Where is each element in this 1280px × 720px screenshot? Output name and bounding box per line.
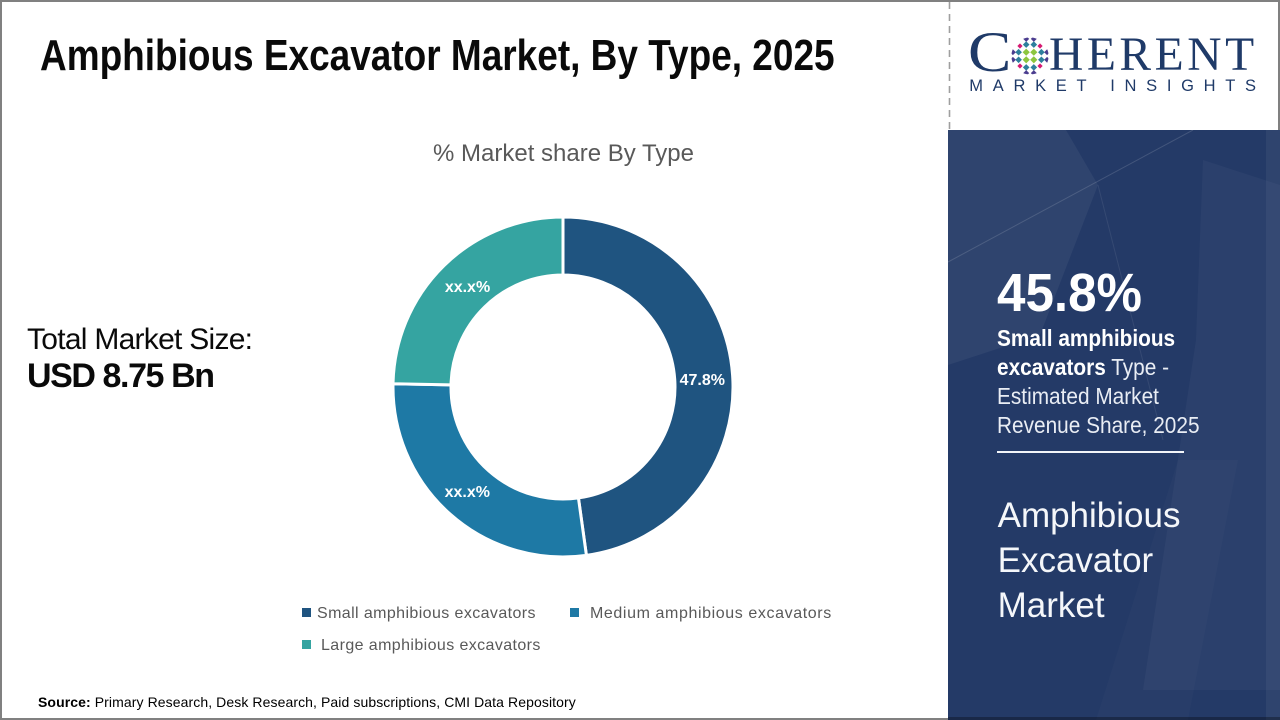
svg-text:xx.x%: xx.x% — [445, 484, 490, 501]
svg-text:47.8%: 47.8% — [680, 372, 725, 389]
svg-text:xx.x%: xx.x% — [445, 279, 490, 296]
